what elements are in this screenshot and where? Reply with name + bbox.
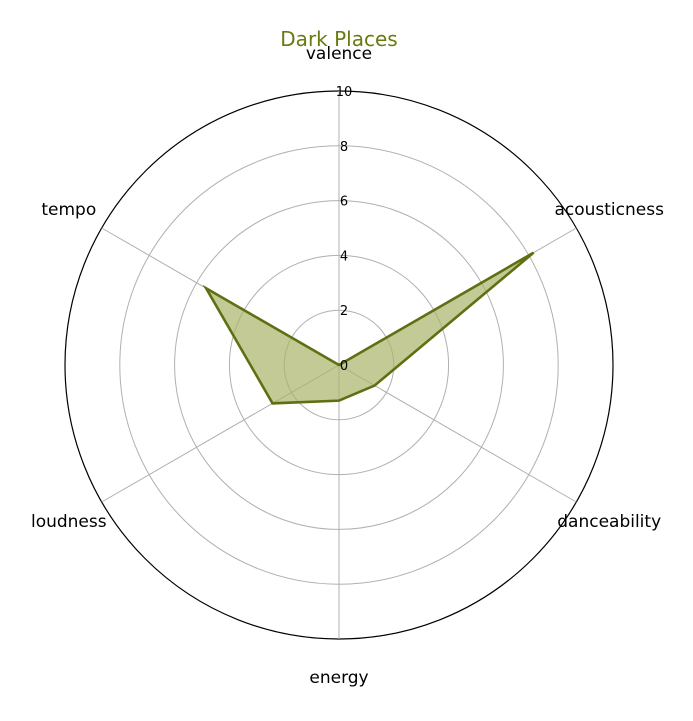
series-line xyxy=(202,251,535,405)
axis-label-energy: energy xyxy=(309,668,368,688)
axis-label-tempo: tempo xyxy=(41,200,96,220)
chart-title: Dark Places xyxy=(280,27,397,51)
spoke-line xyxy=(338,364,577,503)
radial-tick-label: 8 xyxy=(340,140,348,155)
series-area xyxy=(206,252,534,404)
axis-label-danceability: danceability xyxy=(557,512,661,532)
axis-labels: valence acousticness danceability energy lou… xyxy=(31,44,664,688)
radial-tick-label: 2 xyxy=(340,304,348,319)
radial-tick-label: 10 xyxy=(336,85,353,100)
axis-label-acousticness: acousticness xyxy=(554,200,664,220)
series-layer xyxy=(202,251,535,405)
axis-label-loudness: loudness xyxy=(31,512,107,532)
axis-label-valence: valence xyxy=(306,44,372,64)
radial-ticks: 0 2 4 6 8 10 xyxy=(336,85,353,374)
radial-tick-label: 4 xyxy=(340,249,348,264)
radial-tick-label: 6 xyxy=(340,195,348,210)
radial-tick-label: 0 xyxy=(340,359,348,374)
